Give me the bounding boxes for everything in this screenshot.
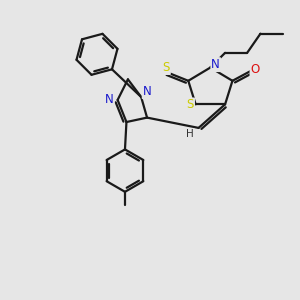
Text: N: N — [143, 85, 152, 98]
Text: S: S — [187, 98, 194, 111]
Text: N: N — [105, 93, 114, 106]
Text: N: N — [211, 58, 220, 71]
Text: H: H — [186, 129, 194, 139]
Text: O: O — [250, 62, 260, 76]
Text: S: S — [163, 61, 170, 74]
